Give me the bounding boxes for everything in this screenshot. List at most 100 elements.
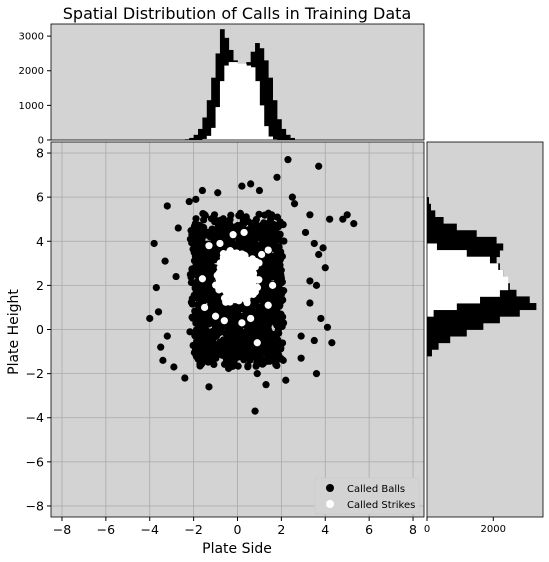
top-hist-ball-bar [268, 77, 274, 140]
ball-point [242, 327, 250, 336]
top-hist-strike-bar [255, 81, 260, 140]
right-hist-ball-bar [427, 203, 431, 211]
ball-point [219, 215, 227, 223]
ball-point [163, 332, 171, 340]
strike-point [216, 239, 224, 248]
ball-point [306, 211, 314, 219]
top-hist-ball-bar [276, 119, 282, 140]
top-hist-strike-bar [268, 136, 274, 140]
ball-point [268, 343, 277, 351]
top-hist-strike-bar [259, 105, 265, 140]
top-hist-ball-bar [259, 48, 265, 140]
legend-label-strikes: Called Strikes [347, 500, 415, 511]
ball-point [205, 347, 213, 355]
strike-point [229, 231, 237, 239]
ball-point [219, 340, 227, 348]
y-tick-label: −8 [26, 498, 44, 513]
x-tick-label: −6 [97, 522, 115, 537]
ball-point [260, 314, 269, 322]
ball-point [201, 356, 210, 365]
right-hist-tick-label: 0 [424, 524, 430, 535]
ball-point [248, 229, 257, 237]
ball-point [157, 343, 165, 351]
ball-point [195, 355, 203, 363]
ball-point [278, 278, 286, 286]
data-points [146, 156, 358, 415]
ball-point [213, 320, 221, 329]
ball-point [200, 247, 208, 255]
top-hist-ball-bar [211, 77, 216, 140]
y-tick-label: −2 [26, 366, 44, 381]
ball-point [214, 348, 222, 356]
strike-point [219, 253, 227, 262]
right-hist-strike-bar [427, 243, 437, 251]
ball-point [249, 350, 258, 358]
ball-point [172, 272, 180, 281]
ball-point [163, 202, 171, 210]
ball-point [240, 356, 248, 364]
ball-point [190, 257, 199, 265]
ball-point [190, 248, 198, 257]
ball-point [272, 357, 280, 365]
ball-point [201, 211, 209, 220]
ball-point [297, 354, 305, 362]
top-hist-strike-bar [224, 65, 230, 140]
ball-point [310, 239, 318, 248]
ball-point [247, 342, 255, 350]
x-tick-label: −8 [53, 522, 71, 537]
x-tick-label: 2 [277, 522, 285, 537]
ball-point [272, 351, 280, 359]
top-hist-strike-bar [202, 138, 208, 140]
ball-point [193, 282, 201, 290]
ball-point [181, 374, 189, 382]
y-tick-label: 6 [36, 190, 44, 205]
right-hist-ball-bar [427, 223, 457, 231]
ball-point [196, 296, 204, 304]
ball-point [216, 231, 224, 239]
legend-box [314, 477, 420, 515]
ball-point [255, 243, 263, 251]
top-hist-strike-bar [237, 63, 243, 141]
strike-point [238, 290, 246, 298]
ball-point [170, 363, 178, 371]
top-hist-strike-bar [250, 67, 256, 140]
top-histogram: 0 1000 2000 3000 [19, 23, 425, 147]
right-hist-strike-bar [427, 296, 481, 304]
right-hist-strike-bar [427, 256, 490, 264]
legend: Called Balls Called Strikes [314, 477, 420, 515]
ball-point [265, 251, 273, 260]
ball-point [277, 271, 285, 279]
ball-point [233, 344, 241, 352]
strike-point [253, 339, 261, 347]
x-tick-label: −2 [184, 522, 202, 537]
top-hist-strike-bar [211, 127, 216, 140]
ball-point [185, 197, 193, 206]
strike-point [227, 269, 235, 277]
ball-point [255, 186, 264, 195]
y-tick-label: 8 [36, 146, 44, 161]
ball-point [274, 324, 283, 332]
ball-point [238, 220, 246, 229]
ball-point [193, 271, 201, 279]
ball-point [146, 314, 154, 323]
ball-point [212, 294, 220, 302]
strike-point [218, 278, 227, 286]
ball-point [272, 293, 280, 301]
top-hist-ball-bar [198, 128, 203, 140]
ball-point [315, 250, 323, 259]
right-hist-ball-bar [427, 336, 451, 344]
ball-point [265, 266, 273, 274]
ball-point [191, 220, 200, 228]
strike-point [235, 283, 243, 291]
right-hist-ball-bar [427, 349, 432, 357]
top-hist-strike-bar [228, 62, 234, 140]
strike-point [252, 257, 260, 266]
y-tick-label: −6 [26, 454, 44, 469]
right-hist-ball-bar [427, 243, 504, 251]
strike-point [238, 319, 246, 327]
ball-point [297, 332, 305, 340]
ball-point [321, 264, 329, 272]
right-hist-strike-bar [427, 269, 504, 277]
ball-point [267, 230, 275, 239]
ball-point [315, 162, 323, 170]
